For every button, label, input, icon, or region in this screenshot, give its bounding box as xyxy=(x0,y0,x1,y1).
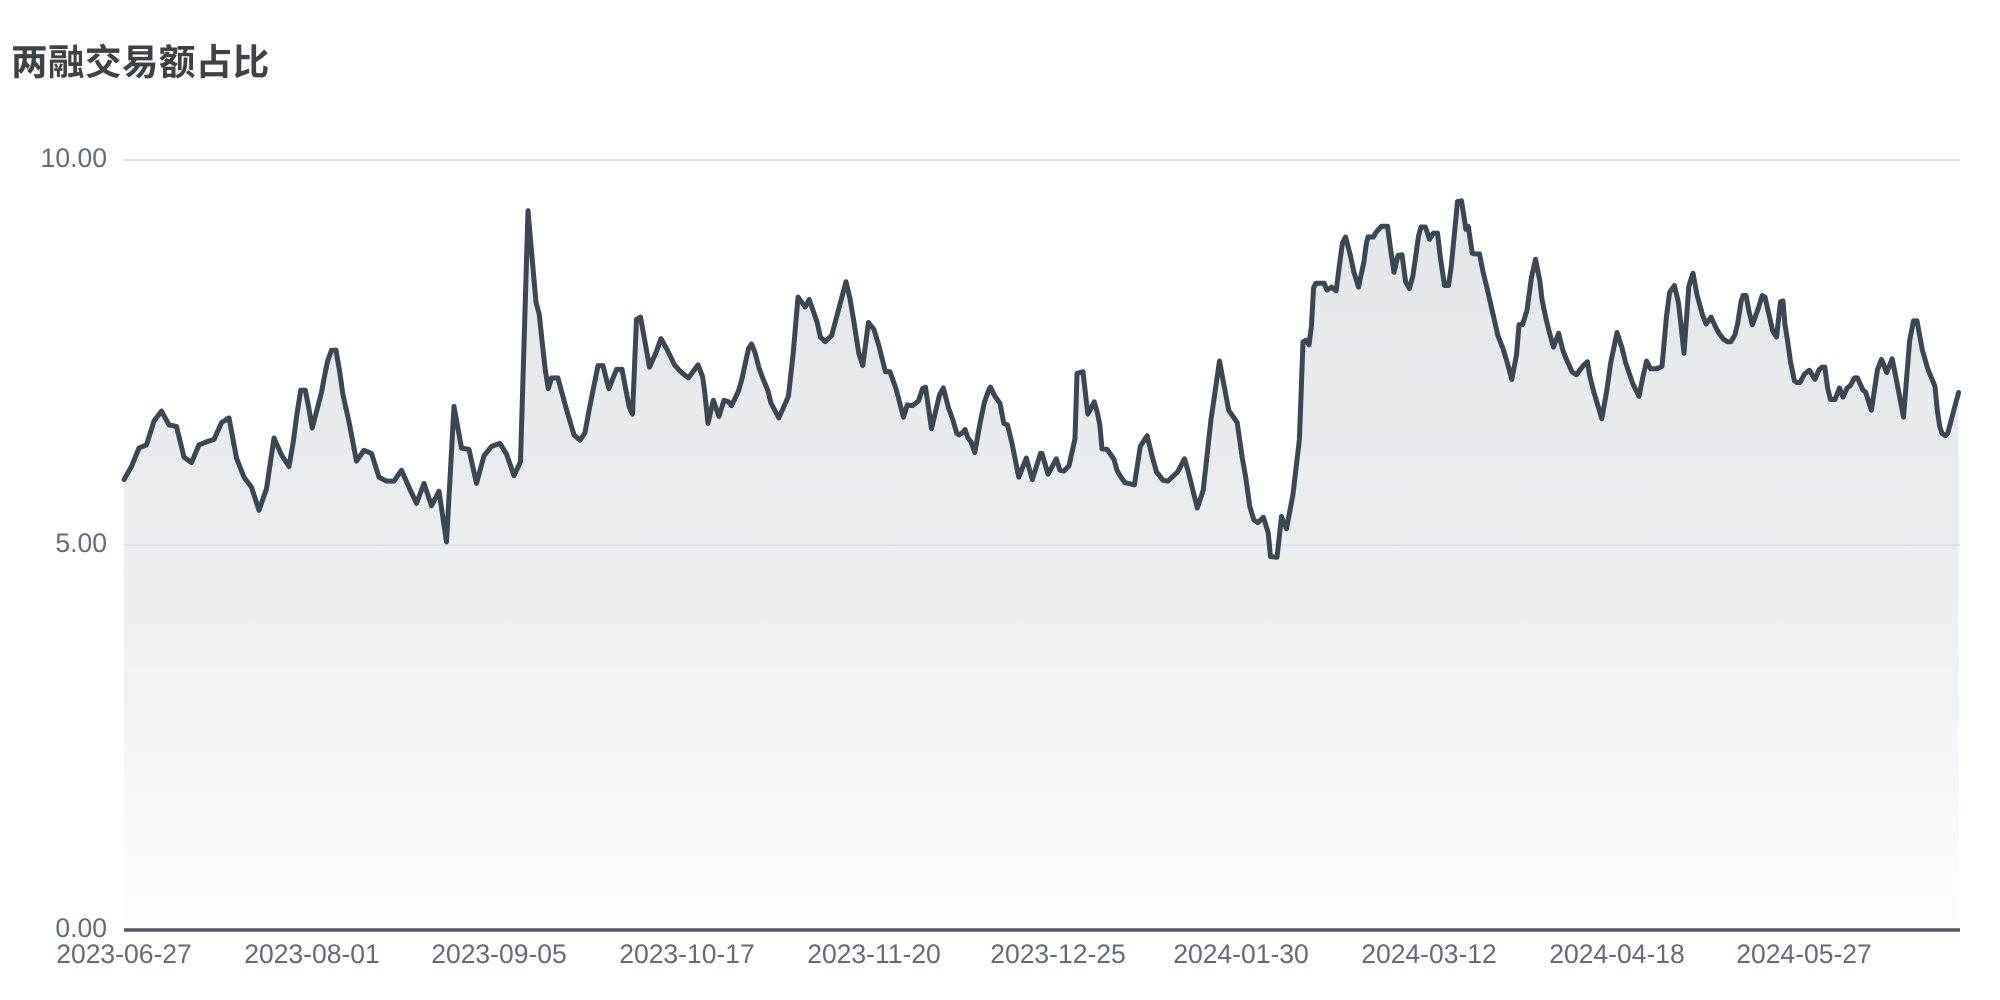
svg-text:5.00: 5.00 xyxy=(55,528,107,558)
svg-text:0.00: 0.00 xyxy=(55,913,107,943)
svg-text:2023-06-27: 2023-06-27 xyxy=(56,939,192,969)
svg-text:2023-08-01: 2023-08-01 xyxy=(244,939,380,969)
svg-text:2024-05-27: 2024-05-27 xyxy=(1736,939,1872,969)
svg-text:2023-10-17: 2023-10-17 xyxy=(619,939,755,969)
svg-text:10.00: 10.00 xyxy=(41,143,107,173)
svg-text:2024-04-18: 2024-04-18 xyxy=(1549,939,1685,969)
svg-text:2024-03-12: 2024-03-12 xyxy=(1361,939,1497,969)
svg-text:2024-01-30: 2024-01-30 xyxy=(1173,939,1309,969)
svg-text:2023-12-25: 2023-12-25 xyxy=(990,939,1126,969)
svg-text:2023-11-20: 2023-11-20 xyxy=(807,939,941,969)
svg-text:2023-09-05: 2023-09-05 xyxy=(431,939,567,969)
